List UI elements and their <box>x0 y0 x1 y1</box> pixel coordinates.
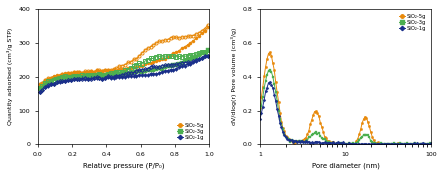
X-axis label: Relative pressure (P/P₀): Relative pressure (P/P₀) <box>83 163 164 169</box>
Y-axis label: Quantity adsorbed (cm³/g STP): Quantity adsorbed (cm³/g STP) <box>7 28 13 125</box>
X-axis label: Pore diameter (nm): Pore diameter (nm) <box>312 163 380 169</box>
Y-axis label: dV/dlog(r) Pore volume (cm³/g): dV/dlog(r) Pore volume (cm³/g) <box>231 28 237 125</box>
Legend: SiO₂-5g, SiO₂-3g, SiO₂-1g: SiO₂-5g, SiO₂-3g, SiO₂-1g <box>396 12 428 33</box>
Legend: SiO₂-5g, SiO₂-3g, SiO₂-1g: SiO₂-5g, SiO₂-3g, SiO₂-1g <box>174 120 206 142</box>
